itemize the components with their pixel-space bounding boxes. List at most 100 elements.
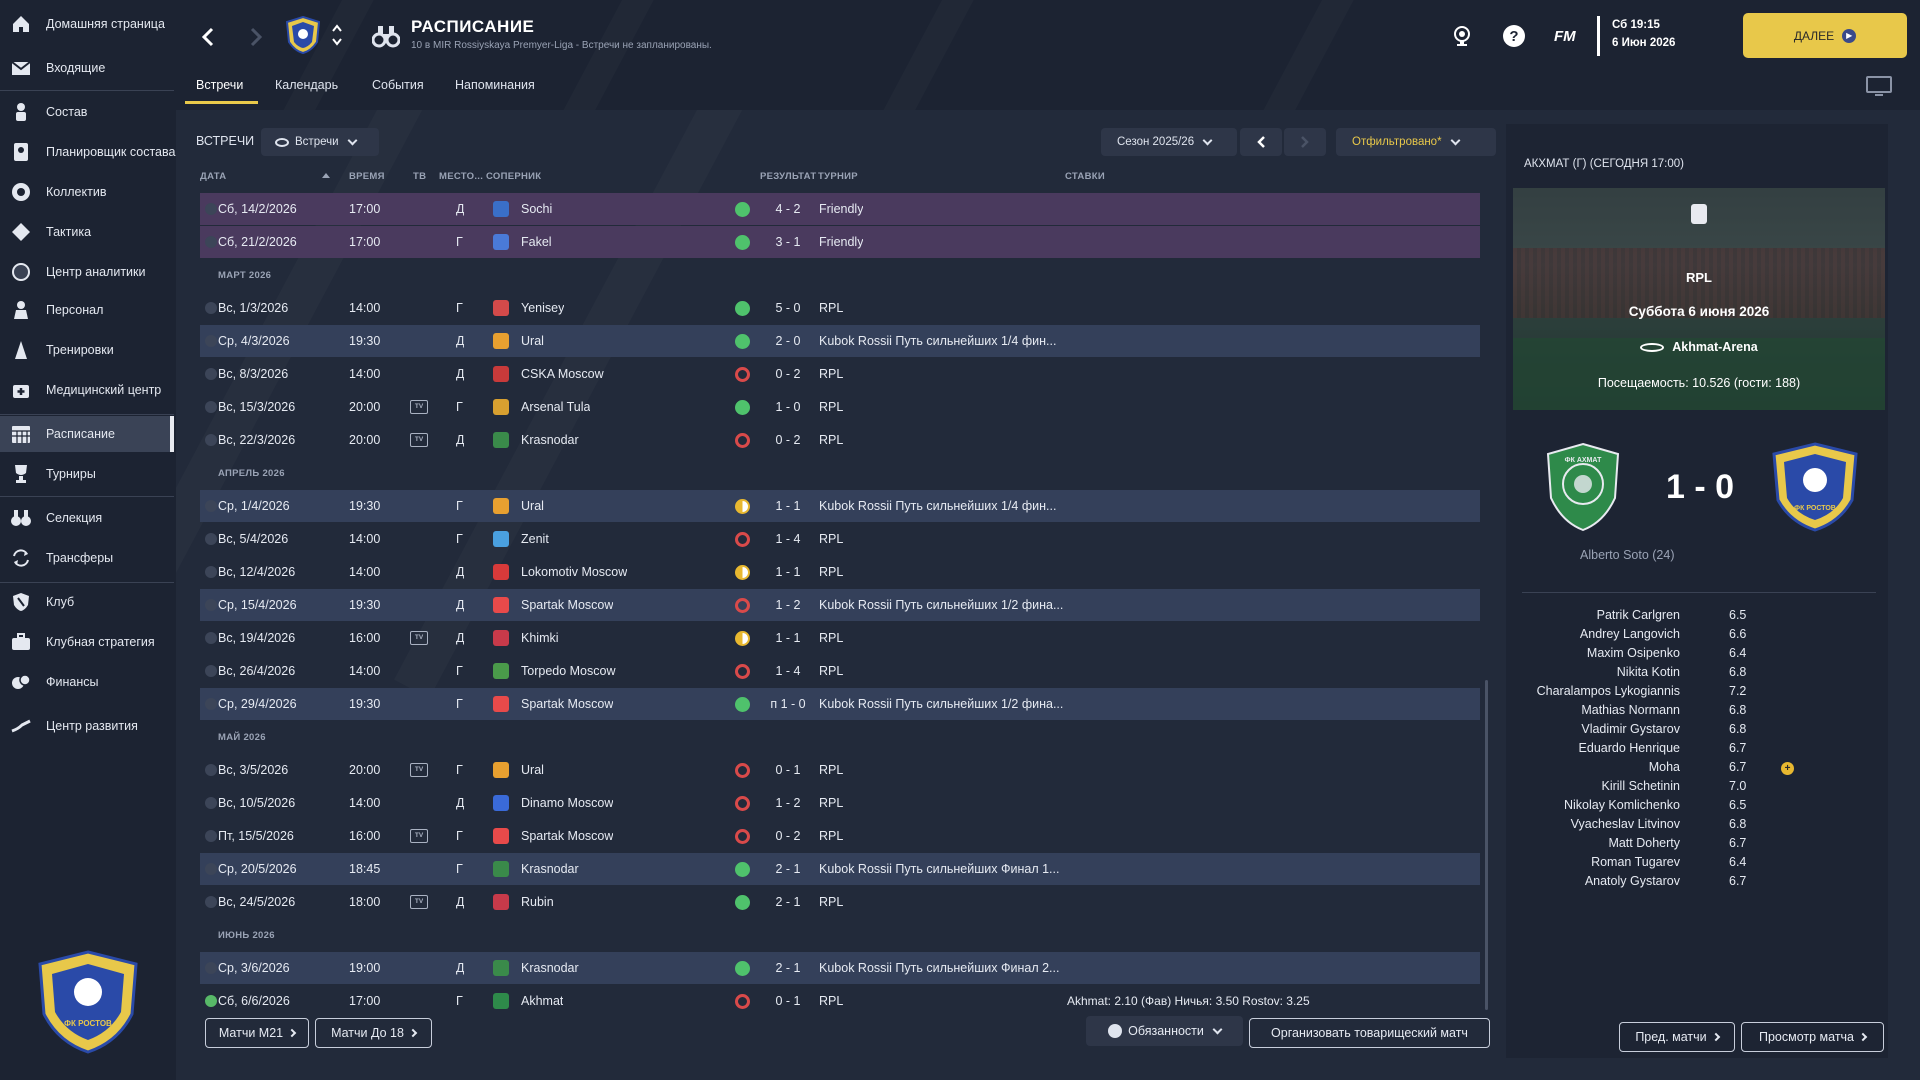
previous-matches-button[interactable]: Пред. матчи (1619, 1022, 1735, 1052)
row-select-checkbox[interactable] (205, 335, 217, 347)
table-row[interactable]: Сб, 21/2/2026 17:00 Г Fakel 3 - 1 Friendly (200, 226, 1480, 258)
opponent-name[interactable]: Rubin (521, 895, 554, 909)
row-select-checkbox[interactable] (205, 797, 217, 809)
tab-reminders[interactable]: Напоминания (455, 78, 535, 92)
competition-name[interactable]: Kubok Rossii Путь сильнейших Финал 2... (819, 961, 1060, 975)
table-row[interactable]: Пт, 15/5/2026 16:00 TV Г Spartak Moscow 0 - 2… (200, 820, 1480, 852)
tab-events[interactable]: События (372, 78, 424, 92)
table-row[interactable]: Вс, 1/3/2026 14:00 Г Yenisey 5 - 0 RPL (200, 292, 1480, 324)
player-name[interactable]: Matt Doherty (1608, 836, 1680, 850)
row-select-checkbox[interactable] (205, 236, 217, 248)
player-name[interactable]: Andrey Langovich (1579, 627, 1680, 641)
opponent-name[interactable]: Ural (521, 334, 544, 348)
sidebar-item-tactics[interactable]: Тактика (0, 214, 174, 250)
sidebar-item-trophy[interactable]: Турниры (0, 456, 174, 492)
tab-calendar[interactable]: Календарь (275, 78, 339, 92)
player-name[interactable]: Vladimir Gystarov (1581, 722, 1680, 736)
row-select-checkbox[interactable] (205, 632, 217, 644)
table-row[interactable]: Сб, 14/2/2026 17:00 Д Sochi 4 - 2 Friendly (200, 193, 1480, 225)
player-name[interactable]: Charalampos Lykogiannis (1536, 684, 1680, 698)
row-select-checkbox[interactable] (205, 863, 217, 875)
opponent-name[interactable]: Akhmat (521, 994, 564, 1008)
player-name[interactable]: Moha (1648, 760, 1680, 774)
table-row[interactable]: Вс, 3/5/2026 20:00 TV Г Ural 0 - 1 RPL (200, 754, 1480, 786)
table-row[interactable]: Вс, 10/5/2026 14:00 Д Dinamo Moscow 1 - 2 RPL (200, 787, 1480, 819)
club-switch-icon[interactable] (331, 22, 343, 51)
player-name[interactable]: Nikolay Komlichenko (1563, 798, 1680, 812)
prev-season-button[interactable] (1240, 128, 1282, 156)
competition-name[interactable]: Kubok Rossii Путь сильнейших 1/2 фина... (819, 598, 1064, 612)
opponent-name[interactable]: Krasnodar (521, 862, 579, 876)
competition-name[interactable]: Kubok Rossii Путь сильнейших 1/4 фин... (819, 334, 1057, 348)
opponent-name[interactable]: Krasnodar (521, 961, 579, 975)
opponent-name[interactable]: Sochi (521, 202, 553, 216)
sidebar-item-medical[interactable]: Медицинский центр (0, 372, 174, 408)
sidebar-item-staff[interactable]: Персонал (0, 292, 174, 328)
sidebar-item-scouting[interactable]: Селекция (0, 500, 174, 536)
row-select-checkbox[interactable] (205, 368, 217, 380)
season-dropdown[interactable]: Сезон 2025/26 (1101, 128, 1237, 156)
opponent-name[interactable]: Torpedo Moscow (521, 664, 616, 678)
opponent-name[interactable]: Krasnodar (521, 433, 579, 447)
table-row[interactable]: Ср, 1/4/2026 19:30 Г Ural 1 - 1 Kubok Rossii … (200, 490, 1480, 522)
trophy-award-icon[interactable] (1448, 22, 1476, 50)
opponent-name[interactable]: Ural (521, 499, 544, 513)
player-name[interactable]: Maxim Osipenko (1586, 646, 1680, 660)
sidebar-item-training[interactable]: Тренировки (0, 332, 174, 368)
col-header-result[interactable]: РЕЗУЛЬТАТ (760, 171, 817, 182)
competition-name[interactable]: Kubok Rossii Путь сильнейших 1/4 фин... (819, 499, 1057, 513)
opponent-name[interactable]: Dinamo Moscow (521, 796, 614, 810)
competition-name[interactable]: Friendly (819, 235, 864, 249)
table-row[interactable]: Вс, 15/3/2026 20:00 TV Г Arsenal Tula 1 - 0 RP… (200, 391, 1480, 423)
competition-name[interactable]: RPL (819, 433, 844, 447)
table-row[interactable]: Сб, 6/6/2026 17:00 Г Akhmat 0 - 1 RPL Akhmat: … (200, 985, 1480, 1017)
sidebar-item-development[interactable]: Центр развития (0, 708, 174, 744)
col-header-time[interactable]: ВРЕМЯ (349, 171, 385, 182)
sidebar-item-finances[interactable]: Финансы (0, 664, 174, 700)
player-name[interactable]: Patrik Carlgren (1596, 608, 1680, 622)
row-select-checkbox[interactable] (205, 698, 217, 710)
help-icon[interactable]: ? (1500, 22, 1528, 50)
row-select-checkbox[interactable] (205, 896, 217, 908)
opponent-name[interactable]: Fakel (521, 235, 552, 249)
opponent-name[interactable]: Zenit (521, 532, 549, 546)
table-row[interactable]: Ср, 20/5/2026 18:45 Г Krasnodar 2 - 1 Kubok R… (200, 853, 1480, 885)
competition-name[interactable]: RPL (819, 631, 844, 645)
player-name[interactable]: Roman Tugarev (1591, 855, 1680, 869)
table-row[interactable]: Вс, 19/4/2026 16:00 TV Д Khimki 1 - 1 RPL (200, 622, 1480, 654)
row-select-checkbox[interactable] (205, 764, 217, 776)
sidebar-item-transfers[interactable]: Трансферы (0, 540, 174, 576)
sidebar-item-schedule[interactable]: Расписание (0, 416, 174, 452)
table-row[interactable]: Ср, 15/4/2026 19:30 Д Spartak Moscow 1 - 2 Ku… (200, 589, 1480, 621)
competition-name[interactable]: RPL (819, 301, 844, 315)
player-name[interactable]: Kirill Schetinin (1601, 779, 1680, 793)
continue-button[interactable]: ДАЛЕЕ ▶ (1743, 13, 1907, 58)
opponent-name[interactable]: Khimki (521, 631, 559, 645)
competition-name[interactable]: RPL (819, 796, 844, 810)
row-select-checkbox[interactable] (205, 566, 217, 578)
col-header-date[interactable]: ДАТА (200, 171, 227, 182)
away-team-crest[interactable]: ФК РОСТОВ (1770, 442, 1860, 532)
view-dropdown[interactable]: Встречи (261, 128, 379, 156)
sidebar-item-club[interactable]: Клуб (0, 584, 174, 620)
competition-name[interactable]: Friendly (819, 202, 864, 216)
sidebar-item-squad-planner[interactable]: Планировщик состава (0, 134, 175, 170)
back-arrow-icon[interactable] (195, 24, 221, 50)
row-select-checkbox[interactable] (205, 599, 217, 611)
row-select-checkbox[interactable] (205, 830, 217, 842)
u18-matches-button[interactable]: Матчи До 18 (315, 1018, 432, 1048)
row-select-checkbox[interactable] (205, 401, 217, 413)
table-scrollbar[interactable] (1485, 680, 1488, 1010)
club-crest-small[interactable] (285, 15, 321, 55)
competition-name[interactable]: RPL (819, 367, 844, 381)
competition-name[interactable]: RPL (819, 994, 844, 1008)
opponent-name[interactable]: Spartak Moscow (521, 697, 614, 711)
row-select-checkbox[interactable] (205, 962, 217, 974)
sidebar-item-dynamics[interactable]: Коллектив (0, 174, 174, 210)
table-row[interactable]: Ср, 29/4/2026 19:30 Г Spartak Moscow п 1 - 0… (200, 688, 1480, 720)
row-select-checkbox[interactable] (205, 302, 217, 314)
opponent-name[interactable]: Lokomotiv Moscow (521, 565, 628, 579)
duties-dropdown[interactable]: Обязанности (1086, 1016, 1243, 1046)
row-select-checkbox[interactable] (205, 203, 217, 215)
next-season-button[interactable] (1284, 128, 1326, 156)
